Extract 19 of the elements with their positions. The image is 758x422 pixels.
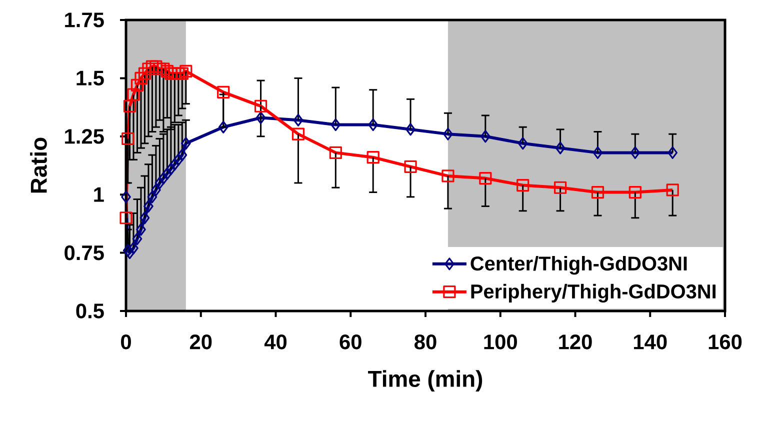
x-tick-label: 160 [708, 334, 742, 350]
x-tick-label: 40 [264, 334, 287, 350]
x-tick-label: 140 [634, 334, 667, 350]
y-tick-label: 1.5 [76, 70, 104, 86]
x-tick-label: 60 [340, 334, 362, 350]
y-tick-label: 1.75 [65, 12, 104, 28]
y-tick-label: 0.5 [76, 304, 104, 318]
y-tick-label: 1 [94, 187, 104, 202]
x-tick-label: 0 [121, 334, 131, 350]
y-tick-label: 1.25 [65, 128, 104, 144]
y-tick-label: 0.75 [64, 245, 104, 260]
legend-label: Center/Thigh-GdDO3NI [470, 256, 687, 275]
y-axis-title: Ratio [30, 138, 47, 193]
legend-label: Periphery/Thigh-GdDO3NI [471, 284, 716, 303]
x-tick-label: 80 [414, 334, 436, 350]
x-axis-title: Time (min) [368, 370, 482, 392]
x-tick-label: 120 [559, 334, 592, 350]
x-tick-label: 20 [190, 334, 212, 350]
x-tick-label: 100 [484, 334, 517, 350]
